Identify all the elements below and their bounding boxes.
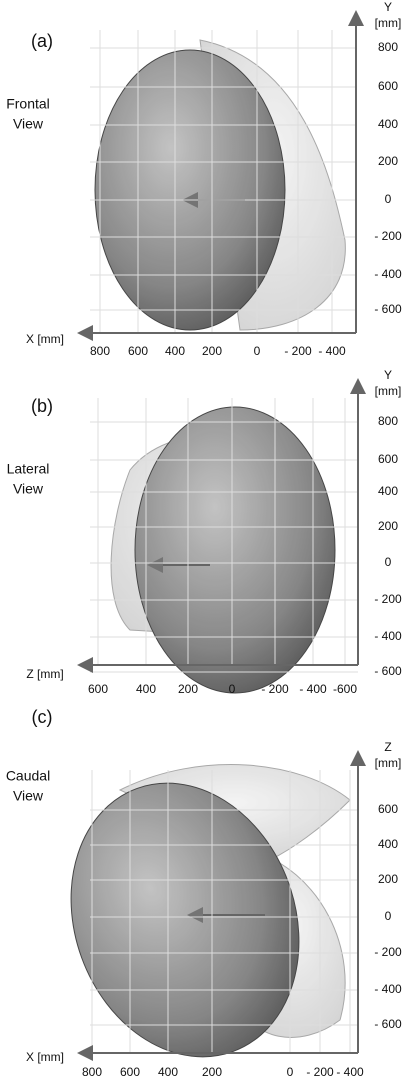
panel-label: (a) [31,31,53,51]
y-tick-label: - 200 [374,592,402,606]
x-tick-label: 600 [120,1065,140,1079]
view-name: View [13,481,44,497]
x-tick-label: 400 [136,682,156,696]
x-tick-label: 800 [90,344,110,358]
view-name: Caudal [6,768,50,784]
x-tick-label: - 400 [318,344,346,358]
y-axis-label: [mm] [375,384,402,398]
y-axis-label: Y [384,0,392,14]
x-tick-label: 0 [254,344,261,358]
x-tick-label: 200 [202,344,222,358]
x-tick-label: 200 [202,1065,222,1079]
x-tick-label: - 400 [299,682,327,696]
y-axis-label: Y [384,368,392,382]
x-axis-label: X [mm] [26,1050,64,1064]
y-tick-label: 0 [385,192,392,206]
panel-label: (b) [31,396,53,416]
y-tick-label: 800 [378,40,398,54]
figure: (a)FrontalViewY[mm]8006004002000- 200- 4… [0,0,408,1083]
x-tick-label: 400 [165,344,185,358]
x-tick-label: -600 [333,682,357,696]
x-tick-label: 600 [128,344,148,358]
y-tick-label: 200 [378,154,398,168]
y-tick-label: 0 [385,555,392,569]
y-tick-label: 600 [378,802,398,816]
y-tick-label: 400 [378,484,398,498]
view-name: Lateral [7,461,50,477]
y-tick-label: - 600 [374,302,402,316]
view-name: View [13,788,44,804]
x-tick-label: 600 [88,682,108,696]
panel-label: (c) [32,707,53,727]
x-tick-label: - 200 [306,1065,334,1079]
y-tick-label: 800 [378,414,398,428]
x-tick-label: 800 [82,1065,102,1079]
y-tick-label: - 400 [374,267,402,281]
y-tick-label: 600 [378,452,398,466]
x-axis-label: Z [mm] [26,667,63,681]
y-tick-label: 200 [378,872,398,886]
renderings [34,40,350,1083]
x-tick-label: - 400 [336,1065,364,1079]
y-tick-label: - 600 [374,1017,402,1031]
x-axis-label: X [mm] [26,332,64,346]
y-axis-label: Z [384,740,391,754]
x-tick-label: 200 [178,682,198,696]
x-tick-label: 0 [229,682,236,696]
view-name: Frontal [6,96,50,112]
x-tick-label: - 200 [261,682,289,696]
y-tick-label: - 400 [374,629,402,643]
y-axis-label: [mm] [375,756,402,770]
y-tick-label: 200 [378,519,398,533]
y-tick-label: - 200 [374,945,402,959]
y-tick-label: - 600 [374,664,402,678]
y-tick-label: 600 [378,79,398,93]
y-axis-label: [mm] [375,16,402,30]
y-tick-label: 400 [378,117,398,131]
y-tick-label: - 400 [374,982,402,996]
y-tick-label: 400 [378,837,398,851]
x-tick-label: 0 [287,1065,294,1079]
x-tick-label: 400 [158,1065,178,1079]
y-tick-label: 0 [385,909,392,923]
view-name: View [13,116,44,132]
y-tick-label: - 200 [374,229,402,243]
x-tick-label: - 200 [284,344,312,358]
